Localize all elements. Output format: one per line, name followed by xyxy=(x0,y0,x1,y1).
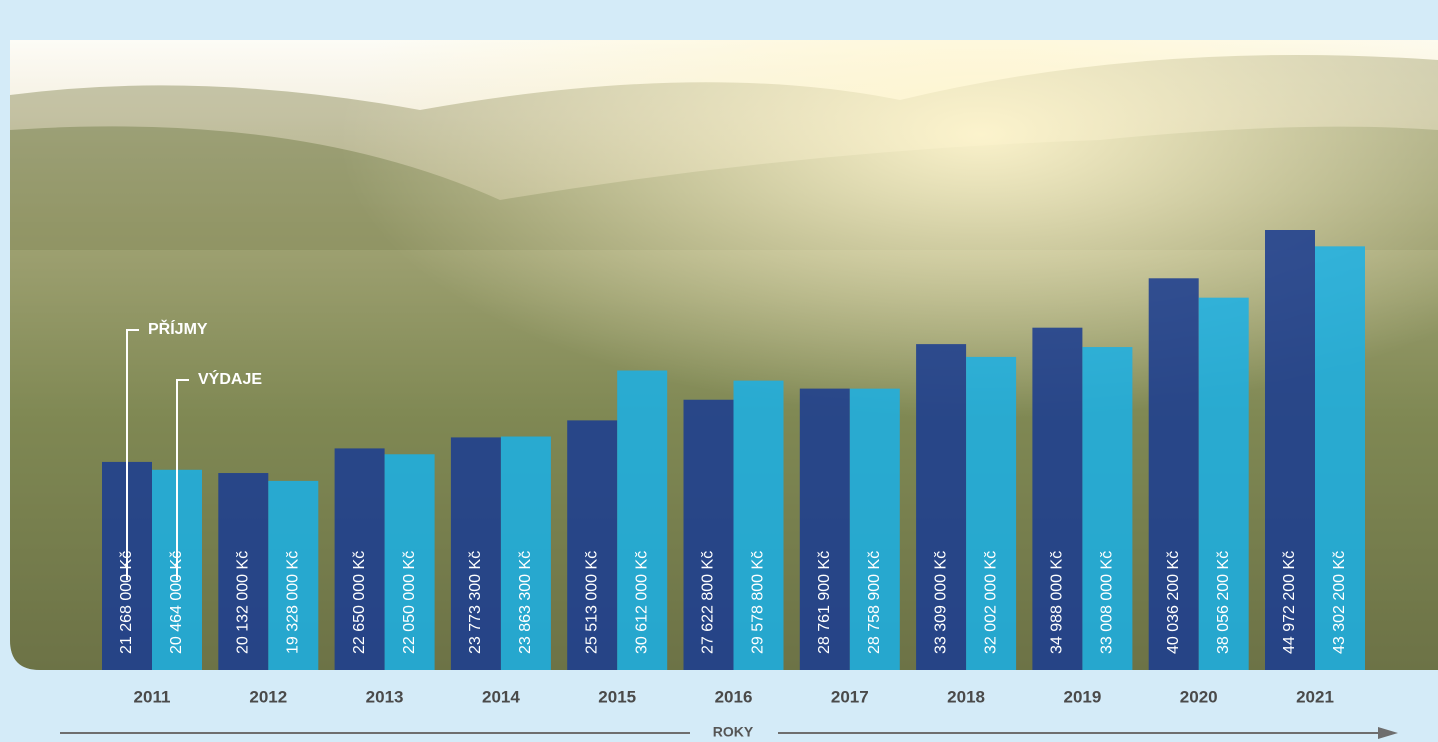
x-tick-label: 2012 xyxy=(249,687,287,706)
value-label: 19 328 000 Kč xyxy=(285,551,302,654)
value-label: 32 002 000 Kč xyxy=(982,551,999,654)
value-label: 33 309 000 Kč xyxy=(932,551,949,654)
x-tick-label: 2017 xyxy=(831,687,869,706)
value-label: 22 050 000 Kč xyxy=(401,551,418,654)
value-label: 28 758 900 Kč xyxy=(866,551,883,654)
x-tick-label: 2019 xyxy=(1063,687,1101,706)
value-label: 43 302 200 Kč xyxy=(1331,551,1348,654)
x-tick-label: 2015 xyxy=(598,687,636,706)
value-label: 28 761 900 Kč xyxy=(816,551,833,654)
legend-label: VÝDAJE xyxy=(198,369,262,388)
legend-label: PŘÍJMY xyxy=(148,319,208,338)
value-label: 22 650 000 Kč xyxy=(351,551,368,654)
x-tick-label: 2021 xyxy=(1296,687,1334,706)
value-label: 34 988 000 Kč xyxy=(1049,551,1066,654)
x-tick-label: 2016 xyxy=(715,687,753,706)
value-label: 38 056 200 Kč xyxy=(1215,551,1232,654)
x-tick-label: 2018 xyxy=(947,687,985,706)
value-label: 27 622 800 Kč xyxy=(700,551,717,654)
value-label: 20 132 000 Kč xyxy=(235,551,252,654)
value-label: 44 972 200 Kč xyxy=(1281,551,1298,654)
value-label: 23 863 300 Kč xyxy=(517,551,534,654)
value-label: 25 513 000 Kč xyxy=(583,551,600,654)
chart: 21 268 000 Kč20 464 000 Kč20 132 000 Kč1… xyxy=(0,0,1438,742)
value-label: 40 036 200 Kč xyxy=(1165,551,1182,654)
value-label: 30 612 000 Kč xyxy=(633,551,650,654)
value-label: 33 008 000 Kč xyxy=(1099,551,1116,654)
x-tick-label: 2014 xyxy=(482,687,520,706)
x-tick-label: 2013 xyxy=(366,687,404,706)
value-label: 29 578 800 Kč xyxy=(750,551,767,654)
value-label: 23 773 300 Kč xyxy=(467,551,484,654)
x-tick-label: 2020 xyxy=(1180,687,1218,706)
x-tick-label: 2011 xyxy=(134,687,171,706)
x-axis-label: ROKY xyxy=(713,724,754,740)
